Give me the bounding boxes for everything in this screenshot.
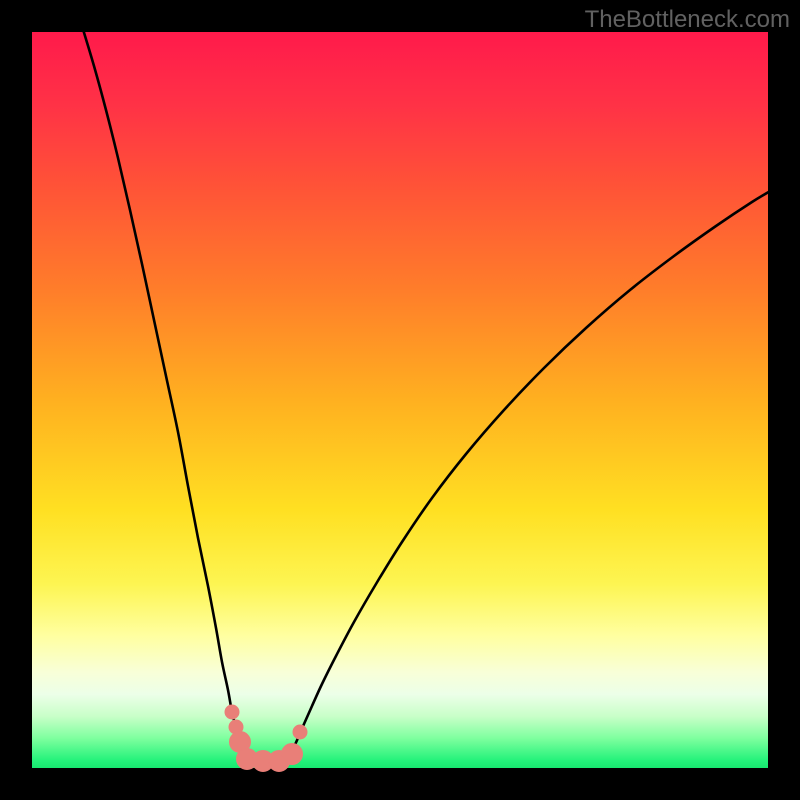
chart-gradient-background: [32, 32, 768, 768]
bottleneck-chart: [0, 0, 800, 800]
bottleneck-marker: [225, 705, 239, 719]
bottleneck-marker: [282, 744, 303, 765]
chart-container: TheBottleneck.com: [0, 0, 800, 800]
watermark-text: TheBottleneck.com: [585, 6, 790, 34]
bottleneck-marker: [293, 725, 307, 739]
